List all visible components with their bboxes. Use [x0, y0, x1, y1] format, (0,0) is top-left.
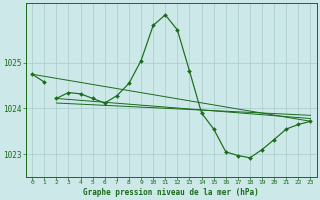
X-axis label: Graphe pression niveau de la mer (hPa): Graphe pression niveau de la mer (hPa): [84, 188, 259, 197]
